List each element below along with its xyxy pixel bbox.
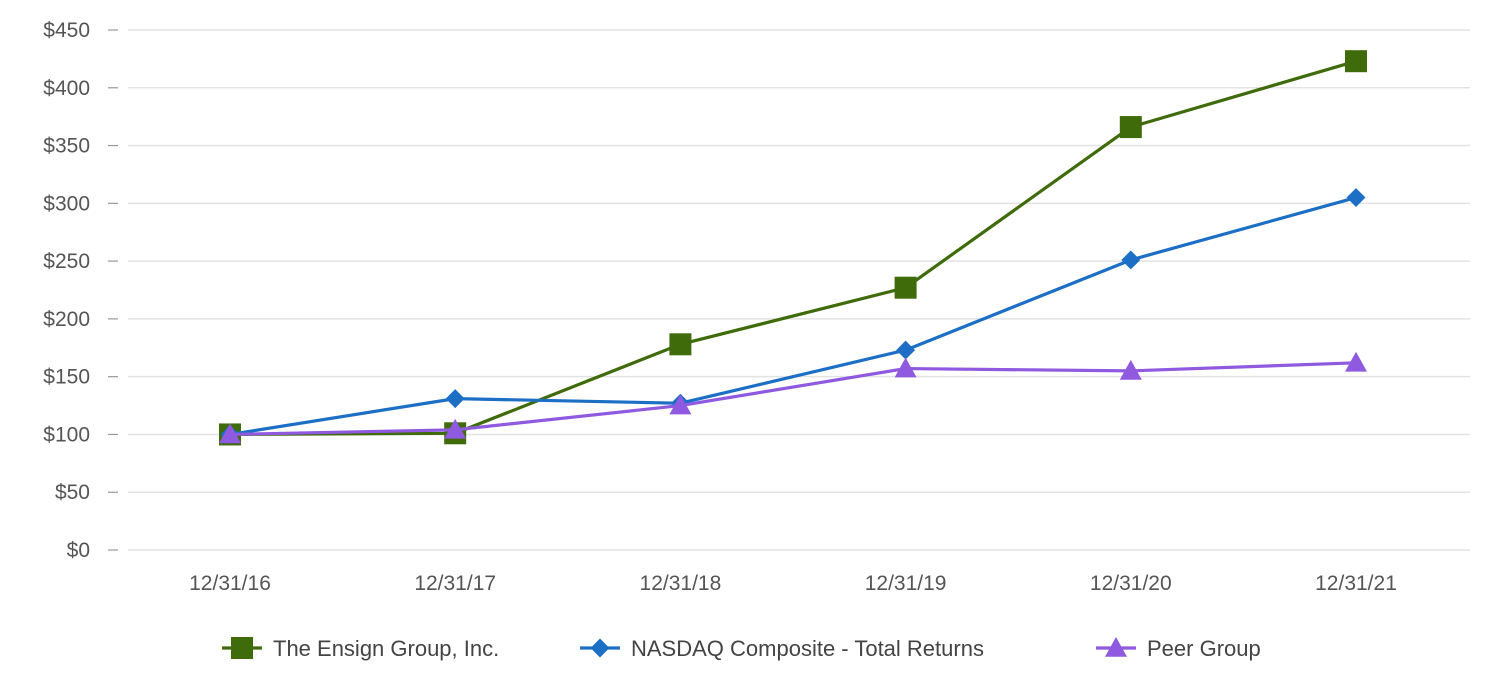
data-point xyxy=(1119,359,1142,380)
series-line xyxy=(229,59,1357,437)
legend-label: The Ensign Group, Inc. xyxy=(273,636,499,661)
data-point xyxy=(894,357,917,378)
legend-item: Peer Group xyxy=(1096,636,1261,661)
data-point xyxy=(894,276,917,299)
legend-item: NASDAQ Composite - Total Returns xyxy=(580,636,984,661)
y-tick-label: $150 xyxy=(43,366,90,389)
x-tick-label: 12/31/19 xyxy=(865,572,947,595)
data-point xyxy=(444,418,467,439)
y-tick-label: $0 xyxy=(67,539,90,562)
data-point xyxy=(219,423,241,444)
legend-marker xyxy=(231,637,253,659)
data-point xyxy=(445,389,465,409)
legend-label: Peer Group xyxy=(1147,636,1261,661)
series-layer xyxy=(219,50,1367,446)
data-point xyxy=(1346,188,1366,208)
legend-label: NASDAQ Composite - Total Returns xyxy=(631,636,984,661)
series-3 xyxy=(219,351,1367,444)
legend-marker xyxy=(1105,637,1127,657)
data-point xyxy=(1345,351,1367,372)
grid-lines xyxy=(128,29,1470,551)
series-line xyxy=(229,196,1357,437)
y-tick-label: $250 xyxy=(43,250,90,273)
x-axis: 12/31/16 12/31/17 12/31/18 12/31/19 12/31/20… xyxy=(189,572,1397,595)
x-tick-label: 12/31/16 xyxy=(189,572,271,595)
legend-item: The Ensign Group, Inc. xyxy=(222,636,499,661)
x-tick-label: 12/31/20 xyxy=(1090,572,1172,595)
data-point xyxy=(669,394,692,415)
y-axis: $0 $50 $100 $150 $200 $250 $300 $350 $400 $450 xyxy=(43,19,118,562)
data-point xyxy=(896,340,916,360)
y-tick-label: $450 xyxy=(43,19,90,42)
x-tick-label: 12/31/17 xyxy=(414,572,496,595)
legend-marker xyxy=(590,638,610,658)
series-line xyxy=(229,361,1357,437)
y-tick-label: $350 xyxy=(43,135,90,158)
y-tick-label: $100 xyxy=(43,423,90,446)
x-tick-label: 12/31/18 xyxy=(640,572,722,595)
y-tick-label: $200 xyxy=(43,308,90,331)
data-point xyxy=(1119,116,1142,139)
legend: The Ensign Group, Inc. NASDAQ Composite -… xyxy=(222,636,1261,661)
data-point xyxy=(1121,250,1141,270)
x-tick-label: 12/31/21 xyxy=(1315,572,1397,595)
y-tick-label: $300 xyxy=(43,192,90,215)
data-point xyxy=(1345,50,1367,73)
y-tick-label: $50 xyxy=(55,481,90,504)
y-tick-label: $400 xyxy=(43,77,90,100)
data-point xyxy=(669,333,692,356)
